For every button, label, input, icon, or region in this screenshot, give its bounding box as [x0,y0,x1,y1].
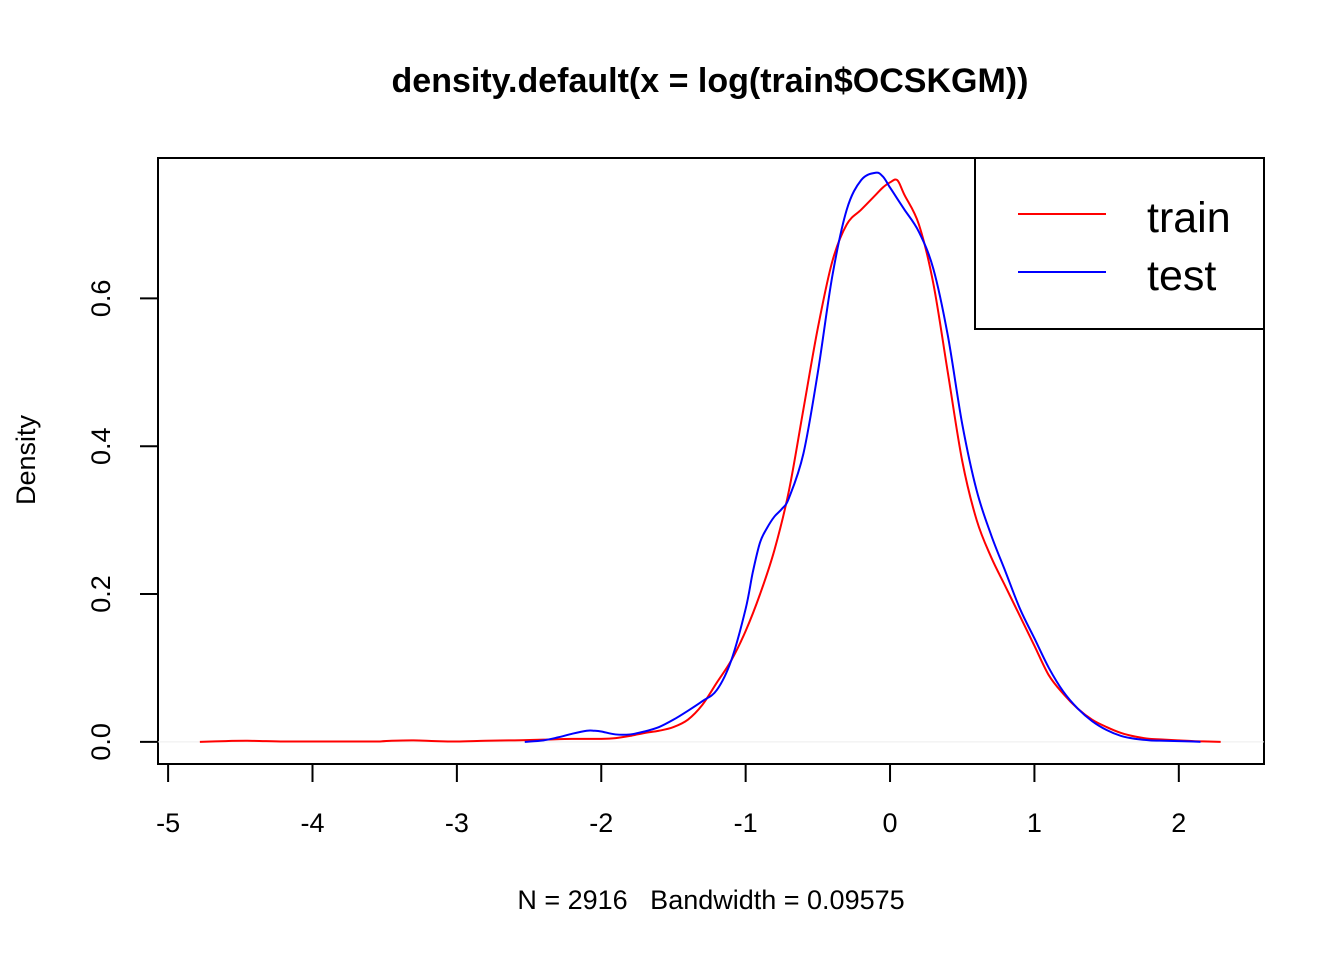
legend-label-train: train [1147,194,1231,242]
x-axis-label: N = 2916 Bandwidth = 0.09575 [517,885,904,915]
y-tick-label: 0.0 [86,723,116,761]
y-axis-label: Density [11,414,41,505]
y-axis: 0.0 0.2 0.4 0.6 [86,280,159,761]
y-tick-label: 0.4 [86,427,116,465]
x-tick-label: -2 [589,808,613,838]
legend: train test [974,157,1265,330]
x-tick-label: -3 [445,808,469,838]
x-tick-label: -1 [734,808,758,838]
y-tick-label: 0.2 [86,575,116,613]
series-layer [199,171,1221,743]
legend-label-test: test [1147,252,1216,300]
x-tick-label: 2 [1171,808,1186,838]
chart-title: density.default(x = log(train$OCSKGM)) [392,62,1029,100]
x-axis: -5 -4 -3 -2 -1 0 1 2 [156,763,1186,838]
x-tick-label: 0 [883,808,898,838]
legend-box [974,157,1265,330]
x-tick-label: -4 [300,808,324,838]
series-line-test [524,171,1201,743]
x-tick-label: 1 [1027,808,1042,838]
y-tick-label: 0.6 [86,280,116,318]
x-tick-label: -5 [156,808,180,838]
